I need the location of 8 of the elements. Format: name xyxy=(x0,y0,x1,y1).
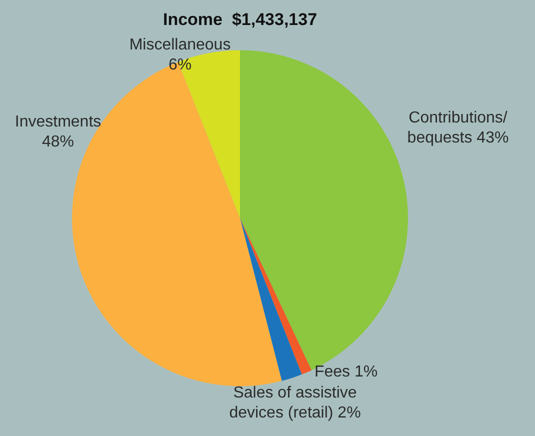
data-label: 48% xyxy=(42,133,74,150)
data-label: 6% xyxy=(168,56,192,74)
chart-title: Income $1,433,137 xyxy=(162,10,318,29)
slice-label: Sales of assistive devices (retail) 2% xyxy=(229,384,361,422)
slice-label: Investments xyxy=(14,113,102,130)
slice-label: Contributions/ bequests 43% xyxy=(407,109,509,146)
slice-label: Fees 1% xyxy=(314,363,378,380)
slice-label: Miscellaneous xyxy=(129,36,231,54)
